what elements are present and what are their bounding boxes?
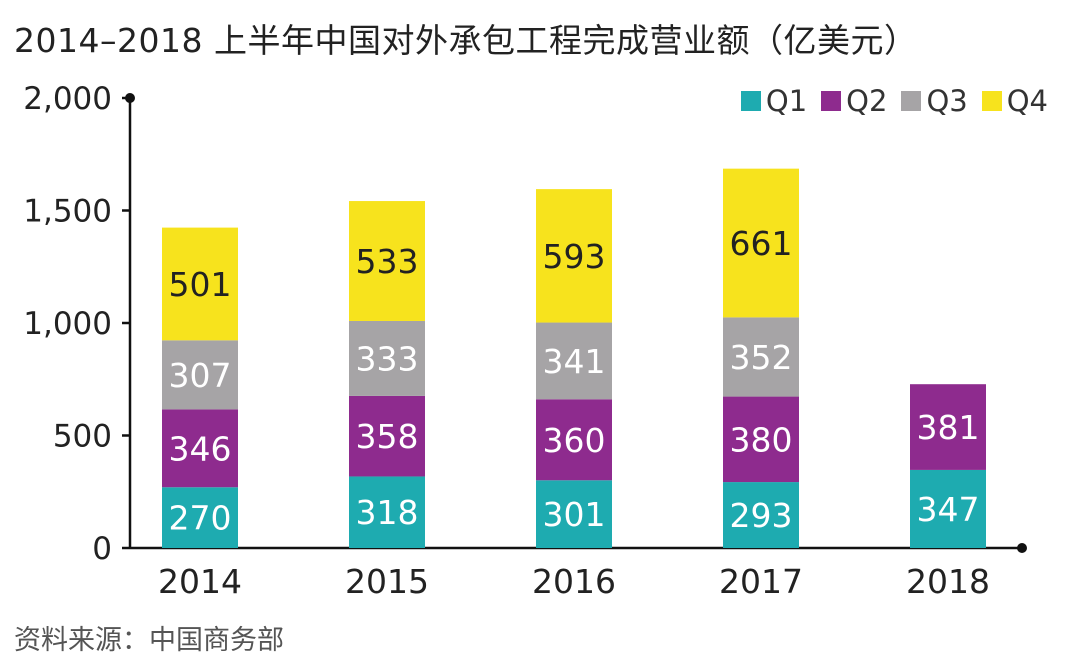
data-label-q1-2015: 318 — [356, 493, 419, 532]
legend-label-q2: Q2 — [846, 84, 888, 118]
data-label-q1-2017: 293 — [730, 496, 793, 535]
legend-swatch-q4 — [981, 91, 1002, 111]
data-label-q4-2015: 533 — [356, 242, 419, 281]
x-tick-label-2014: 2014 — [158, 562, 242, 601]
y-tick-label: 1,500 — [23, 194, 112, 230]
data-label-q3-2017: 352 — [730, 338, 793, 377]
bar-segment-q3-2015 — [349, 320, 425, 396]
x-tick-label-2018: 2018 — [906, 562, 990, 601]
legend-swatch-q3 — [901, 91, 922, 111]
bar-segment-q4-2014 — [162, 227, 238, 341]
bar-segment-q2-2018 — [910, 384, 986, 470]
data-label-q1-2014: 270 — [169, 499, 232, 538]
y-tick-label: 500 — [53, 419, 112, 455]
bar-segment-q3-2017 — [723, 317, 799, 397]
data-label-q2-2014: 346 — [169, 429, 232, 468]
legend: Q1 Q2 Q3 Q4 — [740, 84, 1048, 118]
data-labels: 270 346 307 501 318 358 333 533 301 360 341 593 293 3… — [169, 224, 980, 538]
bar-segment-q2-2016 — [536, 399, 612, 481]
data-label-q4-2014: 501 — [169, 265, 232, 304]
bar-segment-q1-2016 — [536, 480, 612, 548]
x-axis-end-dot — [1017, 543, 1027, 553]
source-note: 资料来源：中国商务部 — [14, 625, 284, 656]
bar-segment-q4-2016 — [536, 189, 612, 323]
legend-swatch-q2 — [821, 91, 842, 111]
data-label-q4-2016: 593 — [543, 237, 606, 276]
bar-segment-q1-2014 — [162, 487, 238, 548]
bar-segment-q2-2017 — [723, 396, 799, 483]
data-label-q4-2017: 661 — [730, 224, 793, 263]
data-label-q3-2016: 341 — [543, 342, 606, 381]
data-label-q2-2017: 380 — [730, 420, 793, 459]
legend-item-q3: Q3 — [901, 84, 968, 118]
data-label-q2-2016: 360 — [543, 421, 606, 460]
x-tick-label-2015: 2015 — [345, 562, 429, 601]
y-tick-label: 0 — [92, 531, 112, 567]
legend-label-q1: Q1 — [765, 84, 808, 118]
bar-segment-q2-2015 — [349, 395, 425, 477]
data-label-q1-2016: 301 — [543, 495, 606, 534]
axes: 0 500 1,000 1,500 2,000 2014 2015 2016 2017 2018 — [23, 81, 1027, 601]
legend-item-q2: Q2 — [821, 84, 887, 118]
bar-segment-q1-2015 — [349, 476, 425, 548]
data-label-q2-2018: 381 — [917, 408, 980, 447]
legend-label-q4: Q4 — [1006, 84, 1048, 118]
data-label-q2-2015: 358 — [356, 417, 419, 456]
y-tick-label: 1,000 — [23, 306, 112, 342]
bar-segment-q1-2018 — [910, 469, 986, 548]
data-label-q3-2014: 307 — [169, 356, 232, 395]
bars — [162, 168, 986, 548]
bar-segment-q4-2015 — [349, 201, 425, 321]
chart-title: 2014–2018 上半年中国对外承包工程完成营业额（亿美元） — [14, 21, 918, 60]
x-tick-label-2016: 2016 — [532, 562, 616, 601]
bar-segment-q1-2017 — [723, 482, 799, 548]
data-label-q3-2015: 333 — [356, 339, 419, 378]
legend-label-q3: Q3 — [926, 84, 968, 118]
x-tick-label-2017: 2017 — [719, 562, 803, 601]
bar-segment-q3-2014 — [162, 340, 238, 410]
data-label-q1-2018: 347 — [917, 490, 980, 529]
legend-item-q4: Q4 — [981, 84, 1048, 118]
bar-segment-q4-2017 — [723, 168, 799, 318]
bar-segment-q3-2016 — [536, 322, 612, 400]
legend-swatch-q1 — [740, 91, 761, 111]
y-tick-label: 2,000 — [23, 81, 112, 117]
bar-segment-q2-2014 — [162, 409, 238, 488]
legend-item-q1: Q1 — [740, 84, 808, 118]
